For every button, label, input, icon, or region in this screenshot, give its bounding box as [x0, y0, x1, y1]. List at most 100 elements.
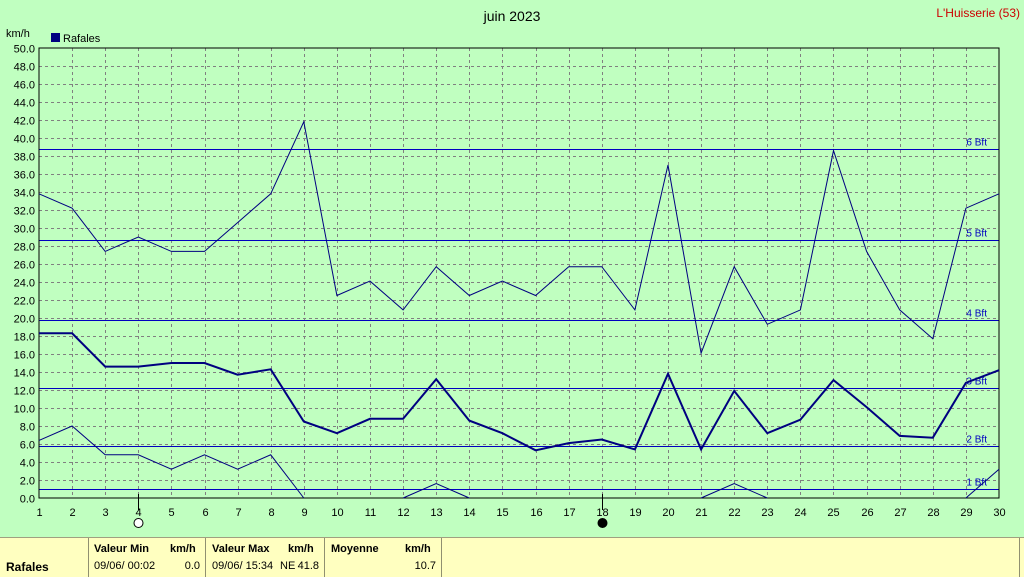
x-tick-label: 6 — [202, 507, 208, 519]
y-tick-label: 22.0 — [14, 296, 35, 308]
y-tick-label: 8.0 — [20, 422, 35, 434]
y-tick-label: 40.0 — [14, 134, 35, 146]
x-tick-label: 15 — [496, 507, 508, 519]
x-tick-label: 17 — [563, 507, 575, 519]
wind-gust-chart: juin 2023 L'Huisserie (53) km/h Rafales … — [0, 0, 1024, 537]
series-mean-line — [39, 332, 1000, 452]
x-tick-label: 26 — [861, 507, 873, 519]
y-tick-label: 16.0 — [14, 350, 35, 362]
x-tick-label: 21 — [695, 507, 707, 519]
x-tick-label: 22 — [728, 507, 740, 519]
y-tick-label: 44.0 — [14, 98, 35, 110]
plot-frame — [38, 47, 1000, 499]
x-tick-label: 12 — [397, 507, 409, 519]
x-tick-label: 4 — [135, 507, 141, 519]
y-tick-label: 20.0 — [14, 314, 35, 326]
y-tick-label: 50.0 — [14, 44, 35, 56]
station-name: L'Huisserie (53) — [936, 6, 1020, 20]
max-cell: Valeur Max km/h 09/06/ 15:34 NE 41.8 — [205, 538, 325, 577]
x-tick-label: 10 — [331, 507, 343, 519]
max-value: 41.8 — [297, 560, 319, 572]
x-tick-label: 1 — [36, 507, 42, 519]
beaufort-label: 6 Bft — [966, 138, 987, 149]
x-tick-label: 2 — [69, 507, 75, 519]
x-tick-label: 7 — [235, 507, 241, 519]
x-tick-label: 19 — [629, 507, 641, 519]
y-tick-label: 30.0 — [14, 224, 35, 236]
series-lines — [38, 120, 1000, 499]
footer-right-divider — [1019, 538, 1020, 577]
moon-phases — [133, 494, 608, 528]
y-tick-label: 38.0 — [14, 152, 35, 164]
x-tick-label: 18 — [596, 507, 608, 519]
max-title: Valeur Max — [212, 543, 270, 555]
x-tick-label: 11 — [365, 507, 376, 519]
max-datetime: 09/06/ 15:34 — [212, 560, 274, 572]
y-tick-label: 34.0 — [14, 188, 35, 200]
y-tick-label: 4.0 — [20, 458, 35, 470]
grid — [39, 48, 999, 498]
x-tick-label: 27 — [894, 507, 906, 519]
footer-row-label: Rafales — [6, 560, 49, 574]
avg-title: Moyenne — [331, 543, 379, 555]
y-tick-label: 12.0 — [14, 386, 35, 398]
series-max-line — [38, 120, 1000, 355]
x-tick-label: 28 — [927, 507, 939, 519]
min-cell: Valeur Min km/h 09/06/ 00:02 0.0 — [88, 538, 206, 577]
x-tick-label: 24 — [794, 507, 806, 519]
series-min-line — [402, 483, 470, 499]
min-datetime: 09/06/ 00:02 — [94, 560, 156, 572]
chart-title: juin 2023 — [483, 8, 541, 24]
y-tick-label: 48.0 — [14, 62, 35, 74]
beaufort-lines: 1 Bft 2 Bft 3 Bft 4 Bft 5 Bft 6 Bft — [39, 138, 999, 490]
y-tick-label: 10.0 — [14, 404, 35, 416]
x-tick-label: 25 — [827, 507, 839, 519]
x-tick-label: 14 — [463, 507, 475, 519]
beaufort-label: 5 Bft — [966, 229, 987, 240]
y-axis-unit: km/h — [6, 28, 30, 40]
y-tick-label: 0.0 — [20, 494, 35, 506]
x-tick-label: 5 — [168, 507, 174, 519]
y-tick-label: 14.0 — [14, 368, 35, 380]
y-tick-label: 26.0 — [14, 260, 35, 272]
series-min-line — [965, 468, 1000, 499]
y-tick-label: 18.0 — [14, 332, 35, 344]
full-moon-icon — [133, 518, 144, 528]
y-tick-label: 42.0 — [14, 116, 35, 128]
x-tick-label: 29 — [960, 507, 972, 519]
min-unit: km/h — [170, 543, 196, 555]
max-unit: km/h — [288, 543, 314, 555]
x-tick-label: 3 — [102, 507, 108, 519]
min-title: Valeur Min — [94, 543, 150, 555]
min-value: 0.0 — [184, 560, 200, 572]
x-tick-label: 23 — [761, 507, 773, 519]
x-tick-label: 30 — [993, 507, 1005, 519]
y-tick-label: 36.0 — [14, 170, 35, 182]
legend-label: Rafales — [63, 33, 101, 45]
footer-end-divider — [441, 538, 442, 577]
legend-swatch — [51, 33, 60, 42]
x-tick-label: 16 — [530, 507, 542, 519]
x-tick-label: 13 — [430, 507, 442, 519]
avg-cell: Moyenne km/h 10.7 — [324, 538, 442, 577]
beaufort-label: 2 Bft — [966, 435, 987, 446]
y-tick-label: 28.0 — [14, 242, 35, 254]
x-tick-label: 20 — [662, 507, 674, 519]
new-moon-icon — [597, 518, 608, 528]
y-tick-label: 32.0 — [14, 206, 35, 218]
x-tick-label: 9 — [301, 507, 307, 519]
max-direction: NE — [280, 560, 296, 572]
y-tick-label: 2.0 — [20, 476, 35, 488]
series-min-line — [38, 425, 305, 499]
beaufort-label: 1 Bft — [966, 478, 987, 489]
stats-footer: Rafales Valeur Min km/h 09/06/ 00:02 0.0… — [0, 537, 1024, 577]
y-tick-label: 6.0 — [20, 440, 35, 452]
avg-unit: km/h — [405, 543, 431, 555]
chart-background — [0, 0, 1024, 537]
series-min-line — [700, 483, 768, 499]
x-tick-label: 8 — [268, 507, 274, 519]
y-tick-label: 24.0 — [14, 278, 35, 290]
beaufort-label: 4 Bft — [966, 309, 987, 320]
y-tick-label: 46.0 — [14, 80, 35, 92]
beaufort-label: 3 Bft — [966, 377, 987, 388]
